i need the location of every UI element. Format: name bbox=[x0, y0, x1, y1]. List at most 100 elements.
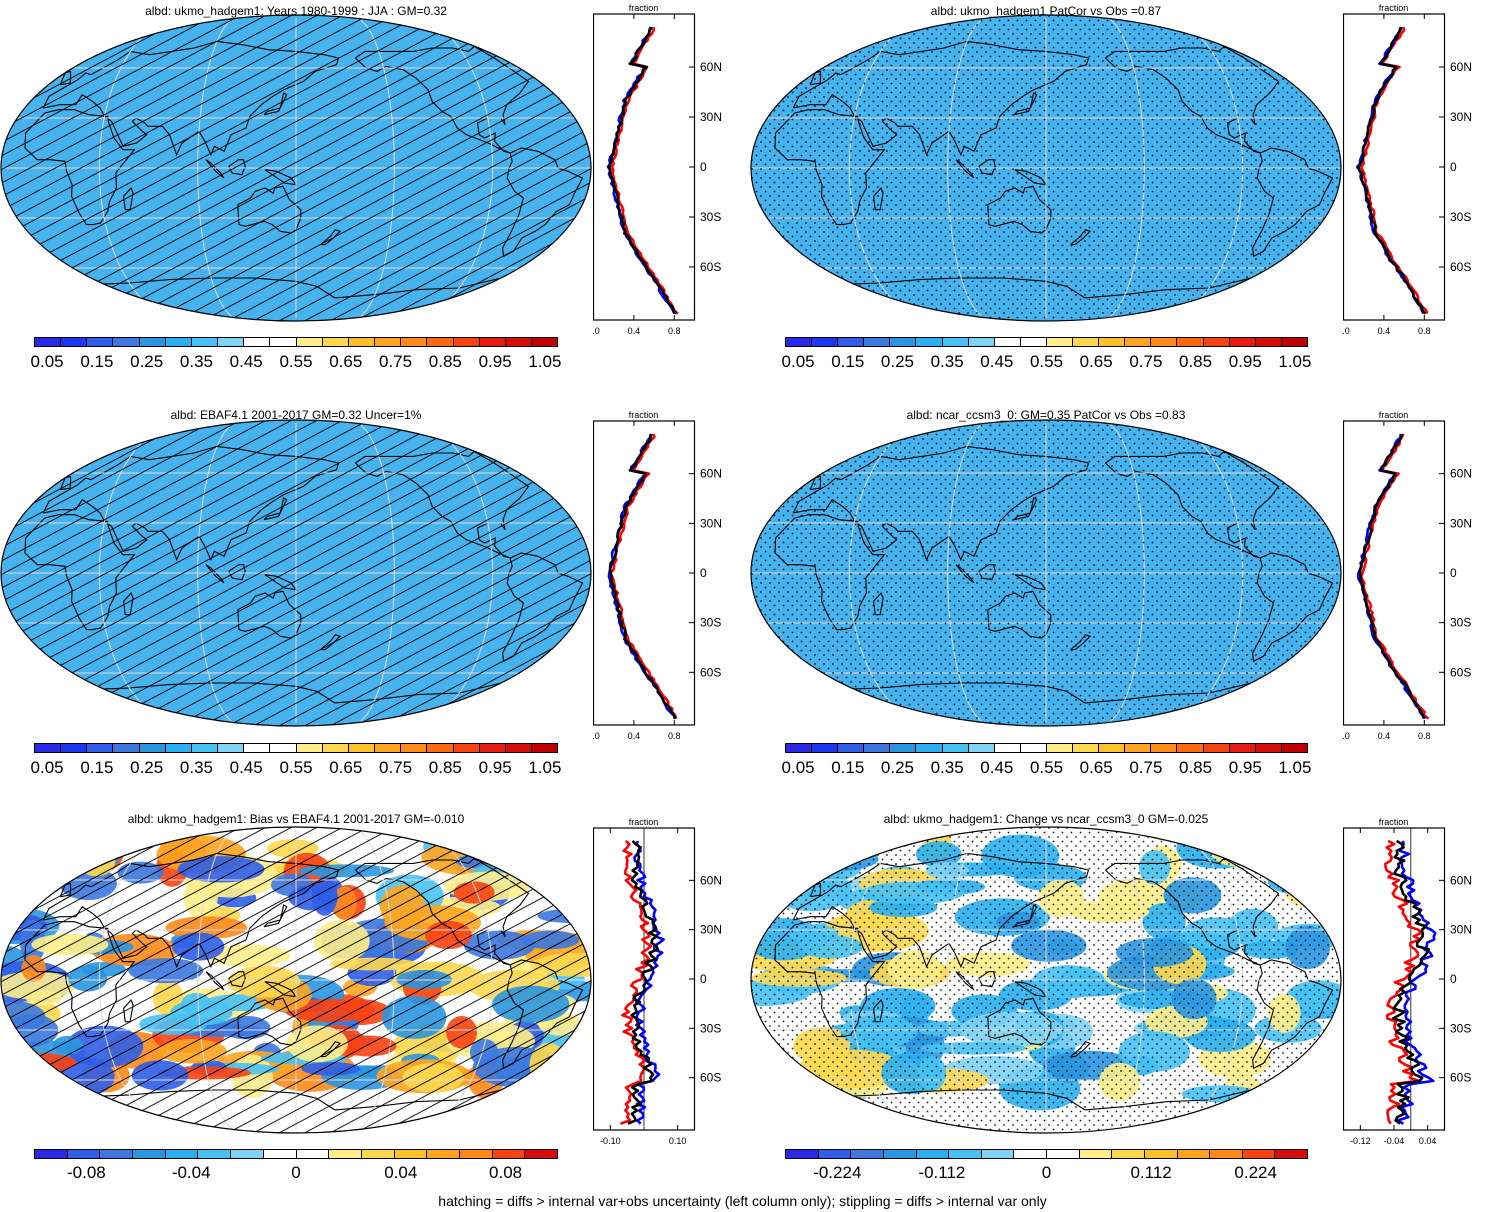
colorbar-swatch bbox=[270, 744, 297, 752]
colorbar-swatch bbox=[505, 338, 532, 346]
zonal-profile: fraction 60N 30N 0 30S 60S -0.12 -0.04 0.04 bbox=[1343, 818, 1472, 1146]
colorbar-label: 0.65 bbox=[1079, 758, 1113, 777]
colorbar-swatch bbox=[838, 338, 865, 346]
latitude-tick-label: 60S bbox=[1450, 1071, 1471, 1085]
colorbar-swatch bbox=[864, 744, 891, 752]
latitude-tick-label: 30N bbox=[700, 110, 722, 124]
colorbar-swatch bbox=[165, 744, 192, 752]
colorbar-swatch bbox=[1281, 338, 1307, 346]
colorbar-swatch bbox=[401, 744, 428, 752]
latitude-tick-label: 60N bbox=[1450, 467, 1472, 481]
colorbar-swatch bbox=[916, 744, 943, 752]
colorbar-swatch bbox=[1255, 338, 1282, 346]
latitude-tick-label: 30S bbox=[1450, 1021, 1471, 1035]
profile-line bbox=[608, 26, 678, 315]
colorbar-label: 0.95 bbox=[478, 758, 512, 777]
colorbar-swatch bbox=[87, 744, 114, 752]
colorbar-label: 1.05 bbox=[528, 352, 562, 371]
colorbar bbox=[785, 337, 1308, 347]
colorbar-swatch bbox=[296, 744, 323, 752]
panel-title: albd: ukmo_hadgem1: Years 1980-1999 : JJ… bbox=[145, 4, 447, 18]
profile-line bbox=[1358, 433, 1426, 719]
latitude-tick-label: 60N bbox=[700, 467, 722, 481]
colorbar-label: 0.45 bbox=[980, 352, 1014, 371]
colorbar-swatch bbox=[263, 1150, 297, 1158]
colorbar-swatch bbox=[296, 1150, 330, 1158]
colorbar-swatch bbox=[890, 744, 917, 752]
colorbar-swatch bbox=[1242, 1150, 1276, 1158]
profile-title: fraction bbox=[1379, 411, 1409, 420]
colorbar-label: 0.35 bbox=[179, 352, 213, 371]
robinson-map bbox=[750, 826, 1342, 1134]
latitude-tick-label: 30N bbox=[1450, 923, 1472, 937]
colorbar-label: 1.05 bbox=[1278, 758, 1312, 777]
colorbar-label: 0.08 bbox=[489, 1163, 523, 1182]
latitude-tick-label: 0 bbox=[1450, 566, 1457, 580]
colorbar-swatch bbox=[35, 1150, 68, 1158]
latitude-tick-label: 0 bbox=[1450, 972, 1457, 986]
colorbar-label: 0.35 bbox=[930, 352, 964, 371]
profile-title: fraction bbox=[629, 4, 659, 13]
colorbar-swatch bbox=[1047, 1150, 1080, 1158]
profile-line bbox=[608, 433, 676, 719]
colorbar-swatch bbox=[525, 1150, 557, 1158]
colorbar-swatch bbox=[1255, 744, 1282, 752]
colorbar-label: 0.25 bbox=[880, 758, 914, 777]
profile-x-tick-label: 0.4 bbox=[1378, 731, 1391, 741]
colorbar-swatch bbox=[531, 744, 558, 752]
colorbar-labels: 0.05 0.15 0.25 0.35 0.45 0.55 0.65 0.75 0.85 0.95… bbox=[781, 352, 1312, 374]
colorbar-swatch bbox=[139, 744, 166, 752]
colorbar-swatch bbox=[322, 744, 349, 752]
latitude-tick-label: 30S bbox=[700, 210, 721, 224]
profile-x-tick-label: 0.8 bbox=[668, 326, 681, 336]
colorbar-label: 0.25 bbox=[130, 758, 164, 777]
colorbar-swatch bbox=[67, 1150, 101, 1158]
colorbar-swatch bbox=[890, 338, 917, 346]
colorbar-swatch bbox=[244, 744, 271, 752]
colorbar-labels: 0.05 0.15 0.25 0.35 0.45 0.55 0.65 0.75 0.85 0.95… bbox=[30, 352, 562, 374]
colorbar-label: 0.04 bbox=[384, 1163, 418, 1182]
colorbar-swatch bbox=[479, 744, 506, 752]
colorbar-labels: -0.08 -0.04 0 0.04 0.08 bbox=[34, 1163, 558, 1185]
colorbar-swatch bbox=[191, 744, 219, 752]
colorbar-swatch bbox=[375, 338, 402, 346]
colorbar-swatch bbox=[1203, 338, 1230, 346]
colorbar-swatch bbox=[427, 744, 454, 752]
zonal-profile: fraction 60N 30N 0 30S 60S 0.0 0.4 0.8 bbox=[593, 4, 722, 336]
colorbar-swatch bbox=[133, 1150, 166, 1158]
colorbar-swatch bbox=[1177, 338, 1204, 346]
profile-x-tick-label: -0.10 bbox=[600, 1136, 621, 1146]
colorbar-swatch bbox=[942, 744, 969, 752]
colorbar-label: 1.05 bbox=[528, 758, 562, 777]
colorbar-label: 0.05 bbox=[781, 352, 815, 371]
colorbar-label: 0.224 bbox=[1234, 1163, 1277, 1182]
colorbar-swatch bbox=[401, 338, 428, 346]
colorbar-swatch bbox=[981, 1150, 1015, 1158]
colorbar-label: -0.04 bbox=[171, 1163, 211, 1182]
colorbar-swatch bbox=[1177, 744, 1204, 752]
latitude-tick-label: 0 bbox=[700, 566, 707, 580]
colorbar-swatch bbox=[1073, 744, 1100, 752]
colorbar-label: 0.05 bbox=[781, 758, 815, 777]
profile-x-tick-label: 0.4 bbox=[628, 326, 641, 336]
profile-x-tick-label: 0.8 bbox=[1418, 326, 1431, 336]
colorbar-swatch bbox=[296, 338, 323, 346]
colorbar-swatch bbox=[165, 1150, 199, 1158]
colorbar-label: 0.75 bbox=[1129, 758, 1163, 777]
colorbar-swatch bbox=[818, 1150, 852, 1158]
latitude-tick-label: 60S bbox=[700, 1071, 721, 1085]
colorbar-label: 0 bbox=[1041, 1163, 1052, 1182]
colorbar-swatch bbox=[864, 338, 891, 346]
colorbar-label: 0.55 bbox=[1029, 352, 1064, 371]
colorbar-label: 0.05 bbox=[30, 352, 64, 371]
robinson-map bbox=[0, 826, 592, 1134]
colorbar-swatch bbox=[1014, 1150, 1047, 1158]
panel-title: albd: ukmo_hadgem1: Change vs ncar_ccsm3… bbox=[883, 812, 1209, 826]
colorbar-swatch bbox=[838, 744, 865, 752]
colorbar-swatch bbox=[322, 338, 349, 346]
colorbar bbox=[785, 743, 1308, 753]
profile-x-tick-label: 0.0 bbox=[593, 731, 600, 741]
colorbar-label: 0.75 bbox=[379, 352, 413, 371]
latitude-tick-label: 30S bbox=[700, 1021, 721, 1035]
